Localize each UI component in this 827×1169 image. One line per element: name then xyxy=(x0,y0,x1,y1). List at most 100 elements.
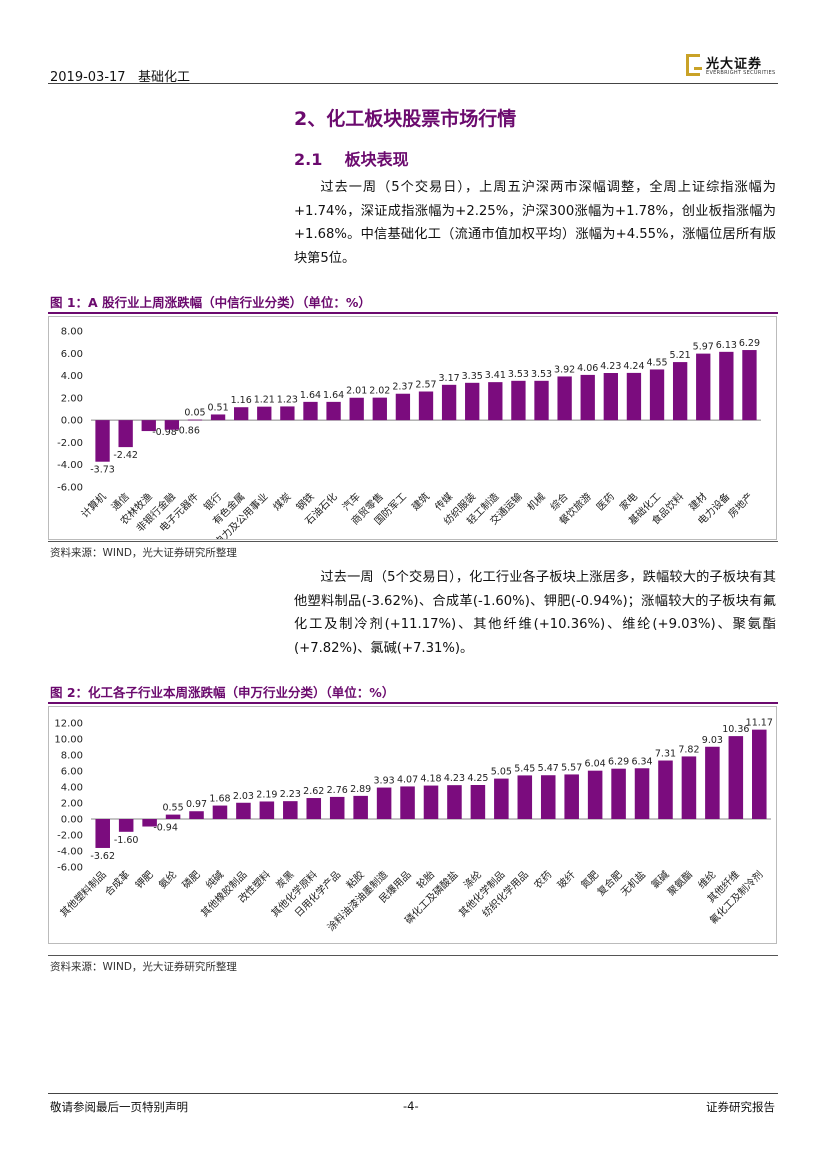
data-label: 1.16 xyxy=(231,395,252,406)
category-label: 复合肥 xyxy=(594,868,624,898)
figure-2-rule xyxy=(48,702,778,704)
bar xyxy=(259,801,275,819)
bar xyxy=(118,420,133,448)
bar xyxy=(681,756,697,819)
figure-1-svg: -6.00 -4.00 -2.00 0.00 2.00 4.00 6.00 8.00 -3.73… xyxy=(57,327,761,539)
category-label: 农药 xyxy=(531,868,554,891)
bar xyxy=(441,384,457,421)
y-tick-label: 4.00 xyxy=(61,371,83,382)
header-date: 2019-03-17 xyxy=(50,70,126,85)
bar xyxy=(540,775,556,819)
data-label: 4.23 xyxy=(444,773,465,784)
category-label: 机械 xyxy=(524,490,547,513)
bar xyxy=(376,787,392,819)
data-label: 2.03 xyxy=(233,791,254,802)
data-label: 2.62 xyxy=(303,786,324,797)
data-label: 3.17 xyxy=(439,373,460,384)
figure-2-source-rule xyxy=(48,955,778,956)
bar xyxy=(418,391,434,421)
data-label: -3.62 xyxy=(90,851,115,862)
bar xyxy=(705,746,720,819)
bar xyxy=(634,768,650,819)
bar xyxy=(189,811,204,819)
figure-1-source: 资料来源：WIND，光大证券研究所整理 xyxy=(50,547,237,559)
company-logo: 光大证券 EVERBRIGHT SECURITIES xyxy=(686,52,778,78)
figure-1-rule xyxy=(48,312,778,314)
bar xyxy=(511,380,526,421)
bar xyxy=(187,419,203,421)
data-label: 1.21 xyxy=(254,395,275,406)
bar xyxy=(580,374,595,421)
data-label: 3.93 xyxy=(374,776,395,787)
category-label: 磷肥 xyxy=(179,868,202,891)
data-label: 1.23 xyxy=(277,394,298,405)
data-label: 1.64 xyxy=(300,390,321,401)
bar xyxy=(212,805,228,819)
bar xyxy=(752,729,767,819)
data-label: 4.07 xyxy=(397,774,418,785)
bar xyxy=(696,353,711,421)
y-tick-label: 2.00 xyxy=(61,393,83,404)
paragraph-1-text: 过去一周（5个交易日），上周五沪深两市深幅调整，全周上证综指涨幅为+1.74%，… xyxy=(294,180,776,266)
data-label: -0.86 xyxy=(175,426,200,437)
data-label: 6.04 xyxy=(585,759,606,770)
data-label: 10.36 xyxy=(722,724,749,735)
bar xyxy=(470,785,486,819)
category-label: 建筑 xyxy=(409,490,432,513)
section-heading: 2、化工板块股票市场行情 xyxy=(294,108,517,130)
data-label: 2.23 xyxy=(280,789,301,800)
header-divider xyxy=(48,83,778,84)
bar xyxy=(372,397,387,421)
y-tick-label: 4.00 xyxy=(61,783,83,794)
paragraph-2-text: 过去一周（5个交易日），化工行业各子板块上涨居多，跌幅较大的子板块有其他塑料制品… xyxy=(294,570,776,656)
figure-1-source-rule xyxy=(48,541,778,542)
subsection-title: 板块表现 xyxy=(344,150,409,169)
y-tick-label: 12.00 xyxy=(54,719,83,730)
bar xyxy=(329,796,345,819)
data-label: 4.25 xyxy=(467,773,488,784)
bar xyxy=(303,401,318,421)
y-tick-label: 0.00 xyxy=(61,815,83,826)
data-label: -1.60 xyxy=(114,835,139,846)
data-label: 3.41 xyxy=(485,370,506,381)
bar xyxy=(164,420,180,430)
bar xyxy=(557,376,572,421)
footer-disclaimer: 敬请参阅最后一页特别声明 xyxy=(50,1100,188,1114)
bar xyxy=(234,407,249,421)
paragraph-market-summary: 过去一周（5个交易日），上周五沪深两市深幅调整，全周上证综指涨幅为+1.74%，… xyxy=(294,176,776,270)
data-label: 2.89 xyxy=(350,784,371,795)
bar xyxy=(517,775,533,819)
bar xyxy=(658,760,673,819)
bar xyxy=(626,372,642,421)
subsection-heading: 2.1 板块表现 xyxy=(294,146,409,170)
data-label: 4.06 xyxy=(577,363,598,374)
data-label: 2.76 xyxy=(327,785,348,796)
data-label: 4.23 xyxy=(600,361,621,372)
bar xyxy=(494,778,509,819)
paragraph-subsector-summary: 过去一周（5个交易日），化工行业各子板块上涨居多，跌幅较大的子板块有其他塑料制品… xyxy=(294,566,776,660)
bar xyxy=(649,369,665,421)
footer-report-type: 证券研究报告 xyxy=(706,1100,775,1114)
bar xyxy=(400,786,415,819)
y-tick-label: 6.00 xyxy=(61,767,83,778)
data-label: 9.03 xyxy=(702,735,723,746)
y-tick-label: 8.00 xyxy=(61,327,83,338)
bar xyxy=(564,774,579,819)
data-label: 5.97 xyxy=(693,342,714,353)
category-label: 钾肥 xyxy=(132,868,155,891)
bar xyxy=(141,420,156,432)
bar xyxy=(587,770,603,819)
bar xyxy=(395,393,411,421)
data-label: 2.57 xyxy=(415,380,436,391)
data-label: 0.05 xyxy=(184,408,205,419)
figure-1-chart: -6.00 -4.00 -2.00 0.00 2.00 4.00 6.00 8.00 -3.73… xyxy=(48,316,777,540)
data-label: 0.97 xyxy=(186,799,207,810)
data-label: 3.92 xyxy=(554,364,575,375)
figure-2-svg: -6.00 -4.00 -2.00 0.00 2.00 4.00 6.00 8.00 10.00… xyxy=(54,718,773,934)
y-tick-label: -6.00 xyxy=(57,863,83,874)
bar xyxy=(349,397,364,421)
data-label: -2.42 xyxy=(113,450,138,461)
bar xyxy=(118,819,134,832)
bar xyxy=(488,382,503,421)
data-label: 11.17 xyxy=(746,718,773,729)
